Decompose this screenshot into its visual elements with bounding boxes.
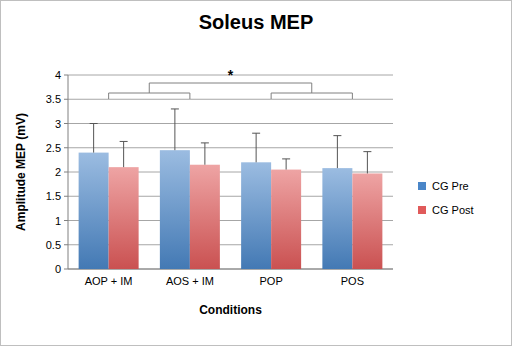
y-tick-label: 2 <box>55 166 61 178</box>
y-axis <box>68 75 69 269</box>
error-cap <box>90 123 98 124</box>
legend-label: CG Post <box>432 204 474 216</box>
bar <box>190 165 220 269</box>
error-line <box>204 143 205 165</box>
bar <box>322 168 352 269</box>
bar <box>79 153 109 269</box>
error-line <box>256 133 257 162</box>
y-tick <box>64 75 68 76</box>
error-line <box>123 141 124 167</box>
legend-swatch <box>418 182 426 190</box>
error-bar <box>171 109 179 150</box>
grid-line <box>68 147 393 148</box>
bar <box>109 167 139 269</box>
y-tick-label: 0 <box>55 263 61 275</box>
y-tick <box>64 99 68 100</box>
bracket-line <box>109 93 190 99</box>
error-bar <box>363 152 371 174</box>
error-bar <box>120 141 128 167</box>
error-line <box>93 124 94 153</box>
y-tick <box>64 220 68 221</box>
bracket-line <box>271 93 352 99</box>
y-tick-label: 3 <box>55 118 61 130</box>
y-tick-label: 1.5 <box>46 190 61 202</box>
x-tick-label: POS <box>341 275 364 287</box>
x-axis-label: Conditions <box>199 303 262 317</box>
error-cap <box>120 141 128 142</box>
chart-frame <box>1 1 512 346</box>
error-cap <box>282 158 290 159</box>
error-bar <box>333 136 341 168</box>
chart: Soleus MEP 0 0.5 1 1.5 2 2.5 3 3.5 4 AOP + IM AOS +… <box>0 0 512 346</box>
bar <box>160 150 190 269</box>
y-tick <box>64 269 68 270</box>
error-cap <box>252 133 260 134</box>
y-tick <box>64 147 68 148</box>
x-tick-label: POP <box>260 275 283 287</box>
error-bar <box>90 124 98 153</box>
y-tick <box>64 244 68 245</box>
legend-label: CG Pre <box>432 180 469 192</box>
y-tick <box>64 196 68 197</box>
bracket-line <box>149 83 312 93</box>
y-axis-label: Amplitude MEP (mV) <box>14 113 28 231</box>
legend-swatch <box>418 206 426 214</box>
x-tick-label: AOS + IM <box>166 275 214 287</box>
y-tick-label: 2.5 <box>46 142 61 154</box>
grid-line <box>68 123 393 124</box>
error-line <box>367 152 368 174</box>
error-cap <box>171 108 179 109</box>
title: Soleus MEP <box>199 11 313 33</box>
grid-line <box>68 99 393 100</box>
y-tick <box>64 172 68 173</box>
annotation: * <box>228 67 234 83</box>
bar <box>271 170 301 269</box>
error-bar <box>282 159 290 170</box>
error-bar <box>201 143 209 165</box>
y-tick-label: 0.5 <box>46 239 61 251</box>
y-tick <box>64 123 68 124</box>
bar <box>241 162 271 269</box>
bars <box>79 150 383 269</box>
error-line <box>337 136 338 168</box>
bar <box>352 173 382 269</box>
significance-bracket <box>109 83 353 99</box>
error-bar <box>252 133 260 162</box>
error-cap <box>201 142 209 143</box>
error-line <box>174 109 175 150</box>
error-line <box>286 159 287 170</box>
error-bars <box>90 109 372 174</box>
error-cap <box>363 151 371 152</box>
y-tick-label: 4 <box>55 69 61 81</box>
y-tick-label: 3.5 <box>46 93 61 105</box>
error-cap <box>333 135 341 136</box>
y-tick-label: 1 <box>55 215 61 227</box>
x-tick-label: AOP + IM <box>85 275 133 287</box>
